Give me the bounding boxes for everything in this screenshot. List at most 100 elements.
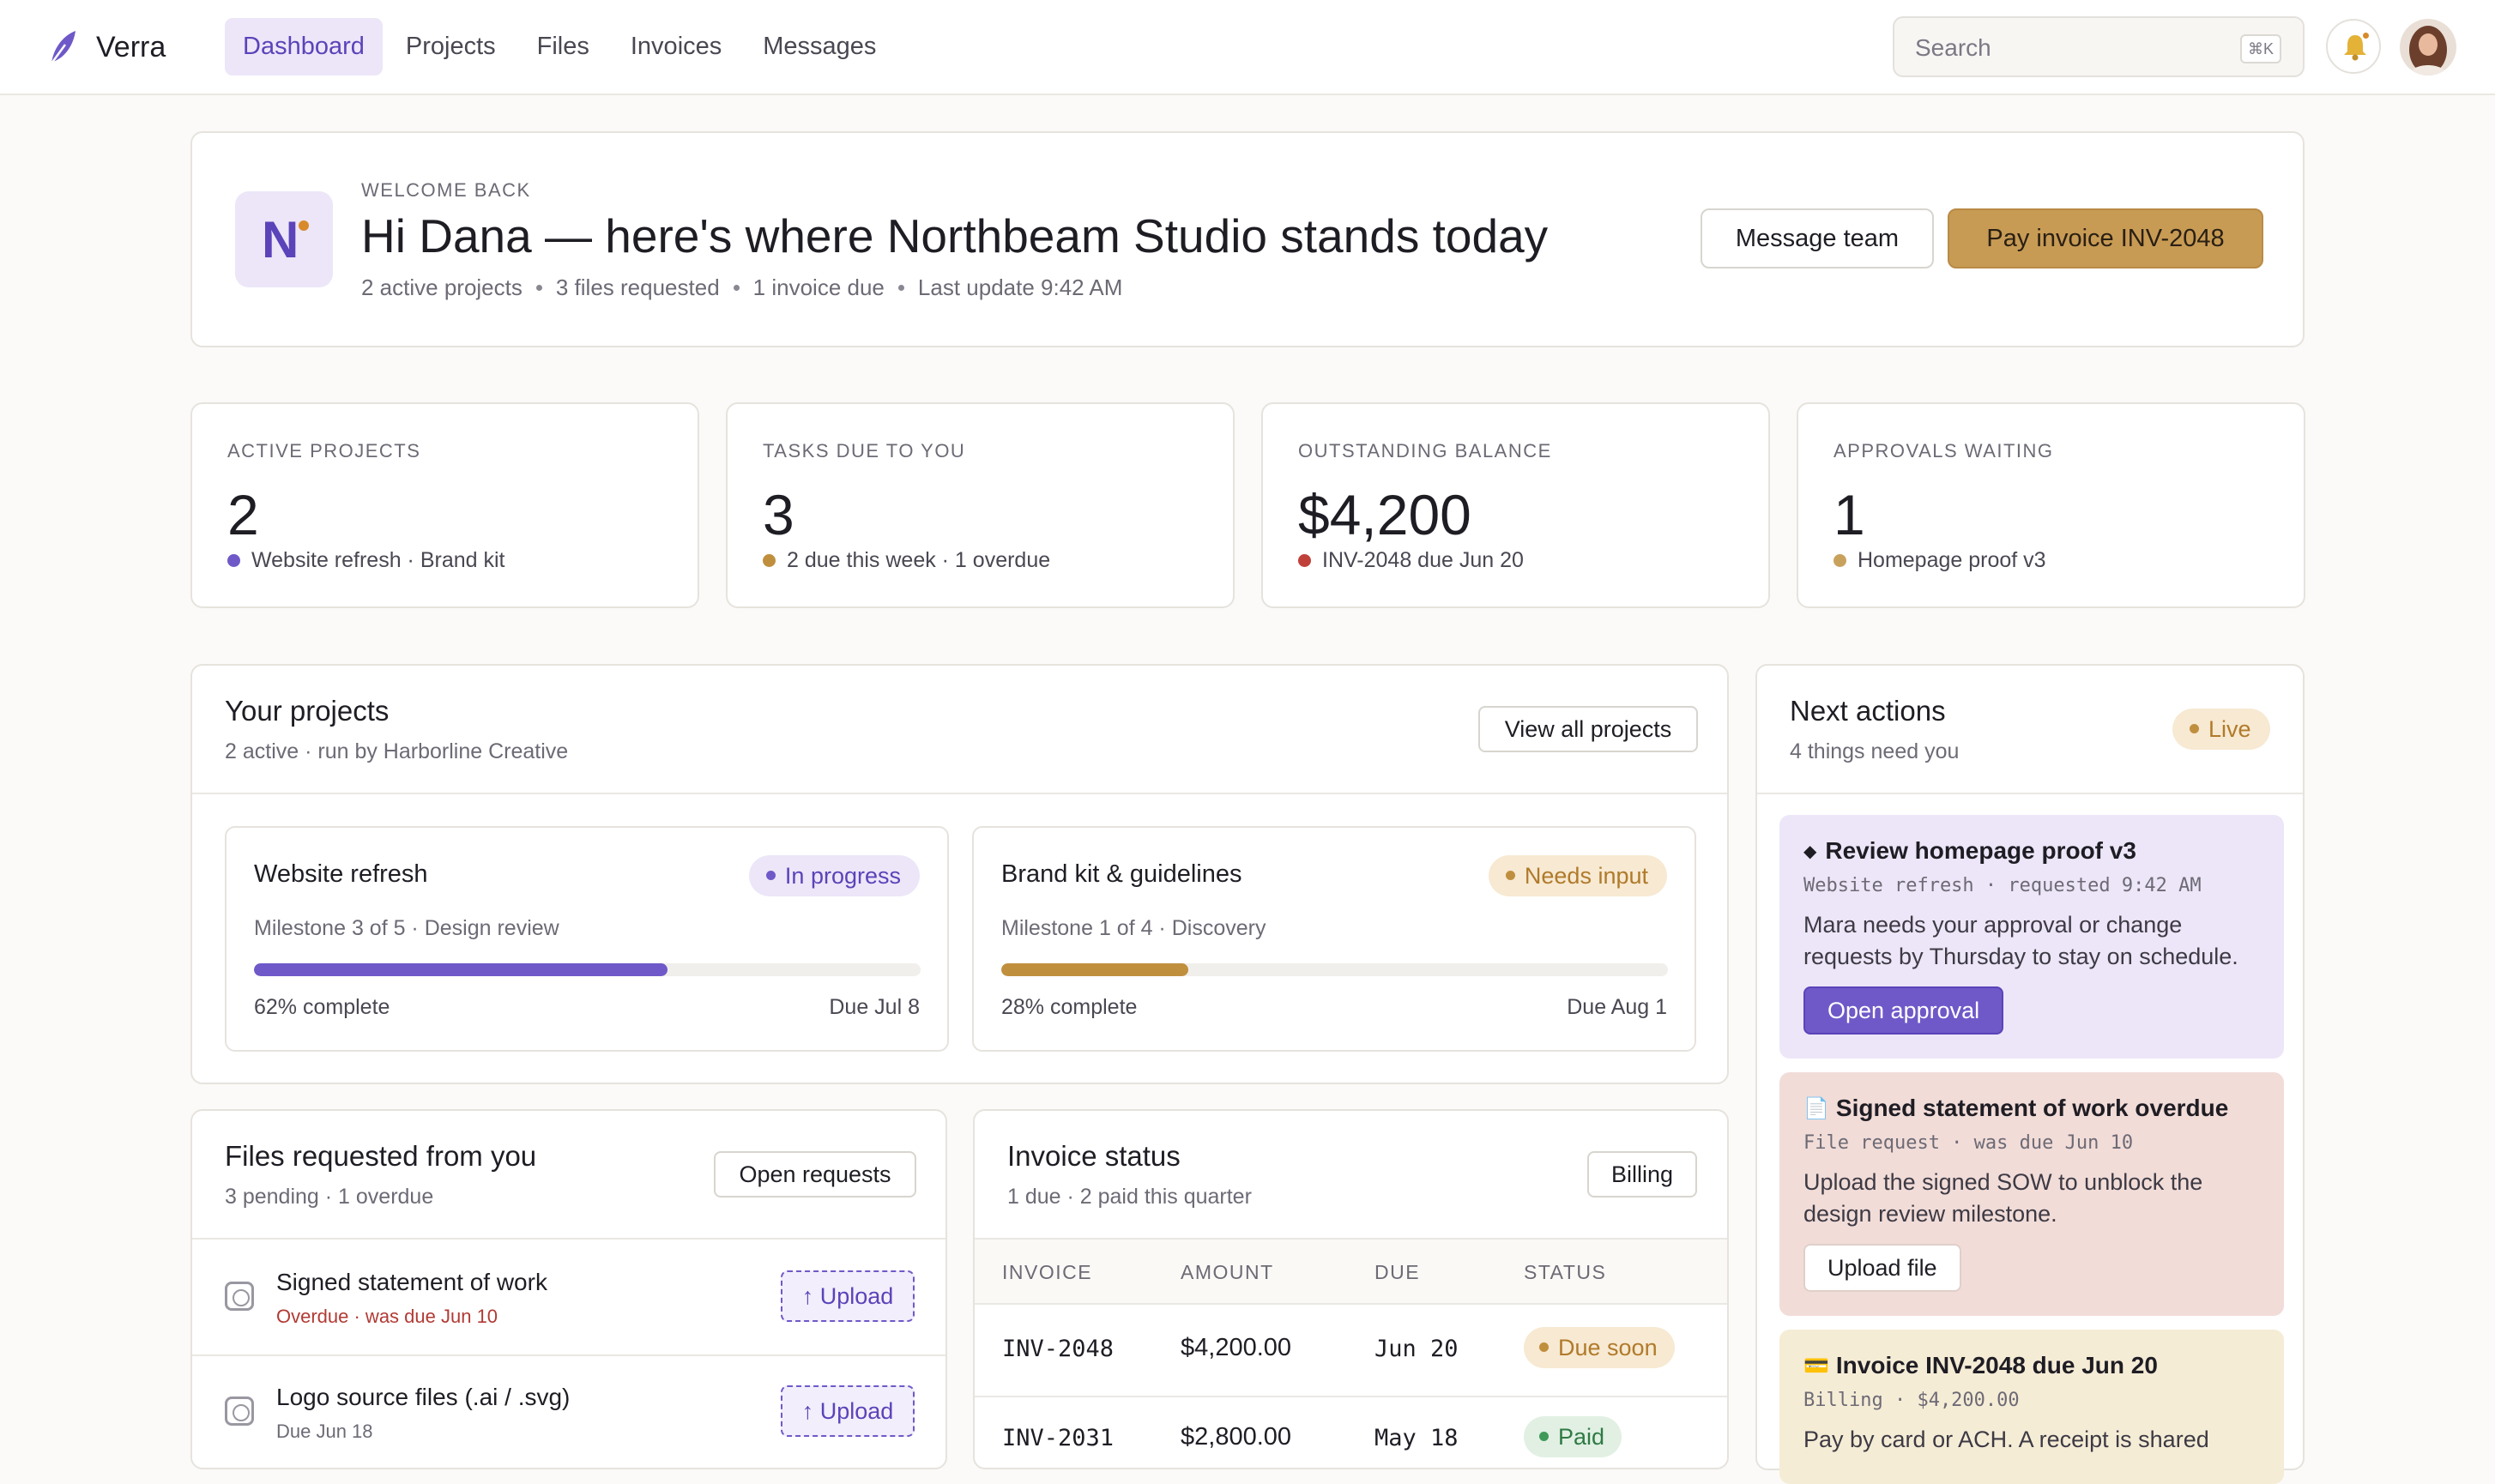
project-milestone: Milestone 1 of 4 · Discovery bbox=[1001, 916, 1266, 940]
summary-invoice: 1 invoice due bbox=[752, 274, 885, 300]
invoice-due: May 18 bbox=[1374, 1425, 1459, 1451]
studio-logo: N bbox=[235, 191, 333, 287]
summary-files: 3 files requested bbox=[555, 274, 720, 300]
progress-label: 62% complete bbox=[254, 995, 390, 1019]
stat-detail: INV-2048 due Jun 20 bbox=[1322, 548, 1524, 572]
tab-dashboard[interactable]: Dashboard bbox=[225, 18, 383, 75]
view-all-projects-button[interactable]: View all projects bbox=[1478, 706, 1698, 752]
status-dot bbox=[1298, 554, 1311, 567]
stat-detail: Homepage proof v3 bbox=[1858, 548, 2046, 572]
search-shortcut-hint: ⌘K bbox=[2240, 34, 2281, 63]
list-item: Logo source files (.ai / .svg) Due Jun 1… bbox=[192, 1354, 945, 1469]
progress-label: 28% complete bbox=[1001, 995, 1138, 1019]
notifications-button[interactable] bbox=[2326, 19, 2381, 74]
invoices-title: Invoice status bbox=[1007, 1140, 1181, 1172]
status-badge: Due soon bbox=[1524, 1327, 1675, 1368]
stat-value: 3 bbox=[763, 483, 794, 546]
file-due-meta: Overdue · was due Jun 10 bbox=[276, 1306, 498, 1327]
action-card-invoice-due[interactable]: 💳 Invoice INV-2048 due Jun 20 Billing · $… bbox=[1779, 1330, 2284, 1484]
welcome-summary: 2 active projects 3 files requested 1 in… bbox=[361, 274, 1122, 301]
project-name: Website refresh bbox=[254, 860, 428, 888]
search-input[interactable] bbox=[1915, 33, 2224, 63]
upload-file-button[interactable]: Upload file bbox=[1803, 1244, 1961, 1292]
files-subtitle: 3 pending · 1 overdue bbox=[225, 1185, 434, 1209]
invoice-amount: $2,800.00 bbox=[1181, 1423, 1292, 1451]
checkbox[interactable] bbox=[225, 1282, 254, 1311]
project-due-date: Due Aug 1 bbox=[1567, 995, 1667, 1019]
stat-outstanding-balance: OUTSTANDING BALANCE $4,200 INV-2048 due … bbox=[1261, 402, 1770, 608]
stat-label: TASKS DUE TO YOU bbox=[763, 440, 966, 461]
feather-logo-icon bbox=[50, 31, 76, 64]
open-requests-button[interactable]: Open requests bbox=[714, 1151, 916, 1197]
next-actions-panel: Next actions 4 things need you Live ◆ Rev… bbox=[1755, 664, 2305, 1484]
projects-subtitle: 2 active · run by Harborline Creative bbox=[225, 739, 569, 763]
status-badge: Paid bbox=[1524, 1416, 1622, 1457]
stat-label: ACTIVE PROJECTS bbox=[227, 440, 421, 461]
list-item: Signed statement of work Overdue · was d… bbox=[192, 1240, 945, 1354]
action-card-sow-overdue[interactable]: 📄 Signed statement of work overdue File r… bbox=[1779, 1072, 2284, 1316]
welcome-eyebrow: WELCOME BACK bbox=[361, 179, 531, 201]
stat-approvals-waiting: APPROVALS WAITING 1 Homepage proof v3 bbox=[1797, 402, 2305, 608]
stat-detail: 2 due this week · 1 overdue bbox=[787, 548, 1051, 572]
stat-detail: Website refresh · Brand kit bbox=[251, 548, 505, 572]
files-title: Files requested from you bbox=[225, 1140, 537, 1172]
invoice-status-panel: Invoice status 1 due · 2 paid this quart… bbox=[973, 1109, 1729, 1469]
stat-label: OUTSTANDING BALANCE bbox=[1298, 440, 1552, 461]
action-card-review-proof[interactable]: ◆ Review homepage proof v3 Website refres… bbox=[1779, 815, 2284, 1059]
action-meta: Billing · $4,200.00 bbox=[1803, 1390, 2020, 1411]
tab-messages[interactable]: Messages bbox=[763, 33, 877, 60]
diamond-icon: ◆ bbox=[1803, 842, 1817, 861]
file-name: Logo source files (.ai / .svg) bbox=[276, 1384, 571, 1410]
next-actions-title: Next actions bbox=[1790, 695, 1946, 727]
action-title: Review homepage proof v3 bbox=[1825, 837, 2136, 864]
column-header-status: STATUS bbox=[1524, 1261, 1607, 1283]
stat-active-projects: ACTIVE PROJECTS 2 Website refresh · Bran… bbox=[190, 402, 699, 608]
stat-tasks-due: TASKS DUE TO YOU 3 2 due this week · 1 o… bbox=[726, 402, 1235, 608]
next-actions-subtitle: 4 things need you bbox=[1790, 739, 1960, 763]
column-header-due: DUE bbox=[1374, 1261, 1421, 1283]
checkbox[interactable] bbox=[225, 1397, 254, 1426]
summary-last-update: Last update 9:42 AM bbox=[917, 274, 1123, 300]
files-requested-panel: Files requested from you 3 pending · 1 o… bbox=[190, 1109, 947, 1469]
status-dot bbox=[763, 554, 776, 567]
open-approval-button[interactable]: Open approval bbox=[1803, 986, 2004, 1035]
tab-files[interactable]: Files bbox=[536, 33, 589, 60]
notification-dot bbox=[2361, 31, 2371, 40]
project-name: Brand kit & guidelines bbox=[1001, 860, 1242, 888]
page-title: Hi Dana — here's where Northbeam Studio … bbox=[361, 209, 1549, 262]
avatar-image bbox=[2400, 19, 2456, 75]
brand-name: Verra bbox=[96, 30, 166, 63]
action-title: Invoice INV-2048 due Jun 20 bbox=[1835, 1352, 2158, 1378]
project-card-website-refresh[interactable]: Website refresh In progress Milestone 3 … bbox=[225, 826, 949, 1052]
column-header-invoice: INVOICE bbox=[1002, 1261, 1093, 1283]
studio-logo-letter: N bbox=[262, 211, 299, 268]
upload-button[interactable]: ↑ Upload bbox=[781, 1270, 915, 1322]
brand[interactable]: Verra bbox=[46, 27, 166, 67]
action-description: Pay by card or ACH. A receipt is shared bbox=[1803, 1427, 2209, 1452]
invoice-number: INV-2031 bbox=[1002, 1425, 1115, 1451]
search-box[interactable]: ⌘K bbox=[1893, 16, 2305, 77]
upload-button[interactable]: ↑ Upload bbox=[781, 1385, 915, 1437]
project-card-brand-kit[interactable]: Brand kit & guidelines Needs input Miles… bbox=[972, 826, 1696, 1052]
credit-card-icon: 💳 bbox=[1803, 1354, 1829, 1378]
message-team-button[interactable]: Message team bbox=[1701, 208, 1934, 268]
action-description: Upload the signed SOW to unblock the des… bbox=[1803, 1169, 2203, 1227]
status-dot bbox=[227, 554, 240, 567]
action-title: Signed statement of work overdue bbox=[1835, 1095, 2229, 1121]
main-tabs: Dashboard Projects Files Invoices Messag… bbox=[225, 18, 899, 75]
project-milestone: Milestone 3 of 5 · Design review bbox=[254, 916, 559, 940]
status-badge: In progress bbox=[748, 855, 920, 896]
stat-label: APPROVALS WAITING bbox=[1833, 440, 2054, 461]
action-meta: File request · was due Jun 10 bbox=[1803, 1132, 2134, 1154]
status-dot bbox=[1833, 554, 1846, 567]
invoice-number: INV-2048 bbox=[1002, 1336, 1115, 1362]
pay-invoice-button[interactable]: Pay invoice INV-2048 bbox=[1948, 208, 2263, 268]
tab-projects[interactable]: Projects bbox=[405, 33, 496, 60]
projects-panel: Your projects 2 active · run by Harborli… bbox=[190, 664, 1729, 1084]
document-icon: 📄 bbox=[1803, 1096, 1829, 1120]
status-badge: Needs input bbox=[1488, 855, 1667, 896]
tab-invoices[interactable]: Invoices bbox=[630, 33, 722, 60]
billing-button[interactable]: Billing bbox=[1587, 1151, 1697, 1197]
file-due-meta: Due Jun 18 bbox=[276, 1421, 373, 1442]
user-avatar[interactable] bbox=[2400, 19, 2456, 75]
